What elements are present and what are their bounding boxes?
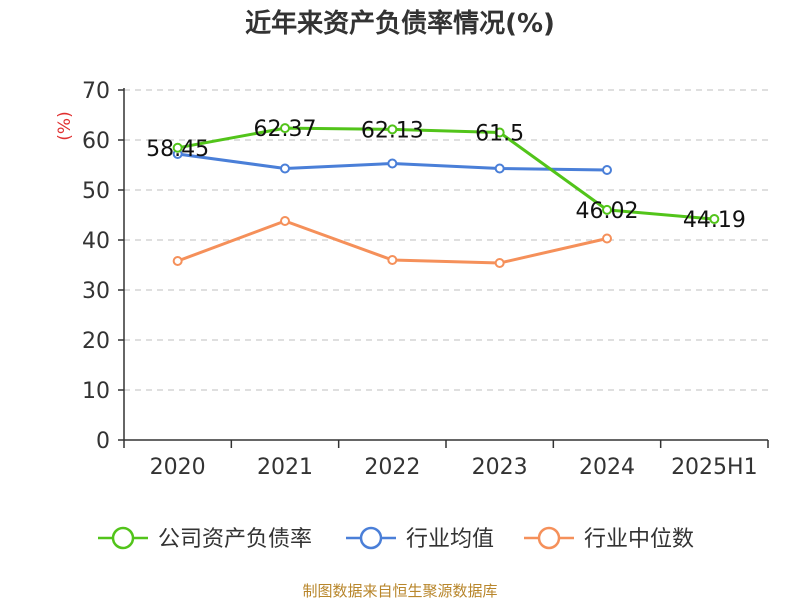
y-tick-label: 30 [82, 279, 110, 304]
data-point [387, 255, 398, 265]
y-tick-label: 50 [82, 179, 110, 204]
data-point [709, 214, 720, 225]
x-tick-label: 2024 [579, 455, 635, 480]
data-point [602, 233, 612, 244]
series-line [177, 126, 715, 221]
x-tick-label: 2022 [364, 455, 420, 480]
data-point [280, 216, 290, 226]
data-labels: 58.45 62.37 62.13 61.5 46.02 44.19 [146, 117, 746, 233]
legend-item[interactable]: 行业中位数 [524, 526, 694, 552]
series [172, 123, 720, 268]
y-axis-label: (%) [55, 111, 75, 140]
y-tick-label: 60 [82, 129, 110, 154]
legend-swatch-marker [111, 526, 135, 550]
legend-swatch-marker [537, 526, 561, 550]
y-tick-label: 40 [82, 229, 110, 254]
data-point [494, 127, 505, 138]
x-tick-label: 2021 [257, 455, 313, 480]
x-tick-label: 2023 [472, 455, 528, 480]
legend-label: 行业均值 [406, 527, 494, 552]
data-point [494, 258, 505, 268]
legend: 公司资产负债率 行业均值 行业中位数 [98, 526, 694, 552]
data-point [387, 124, 398, 135]
data-point [280, 123, 290, 134]
y-tick-label: 70 [82, 79, 110, 104]
data-label: 62.13 [361, 118, 424, 143]
data-label: 44.19 [683, 208, 746, 233]
data-point [387, 158, 398, 169]
grid [124, 89, 768, 391]
legend-label: 公司资产负债率 [158, 527, 312, 552]
data-point [172, 256, 183, 266]
data-point [602, 165, 612, 175]
data-point [172, 142, 183, 153]
data-label: 58.45 [146, 137, 209, 162]
legend-swatch-marker [359, 526, 383, 550]
chart-title: 近年来资产负债率情况(%) [245, 8, 555, 39]
data-point [602, 204, 612, 215]
data-point [494, 163, 505, 174]
legend-item[interactable]: 行业均值 [346, 526, 494, 552]
source-note: 制图数据来自恒生聚源数据库 [302, 582, 497, 600]
legend-label: 行业中位数 [584, 527, 694, 552]
y-tick-label: 0 [96, 429, 110, 454]
data-label: 62.37 [254, 117, 317, 142]
legend-item[interactable]: 公司资产负债率 [98, 526, 312, 552]
y-tick-label: 10 [82, 379, 110, 404]
x-tick-label: 2025H1 [671, 455, 758, 480]
data-label: 46.02 [576, 199, 639, 224]
y-tick-label: 20 [82, 329, 110, 354]
data-point [280, 163, 290, 174]
axes: 0 10 20 30 40 50 60 70 2020 2021 2022 2023 2024 2025H… [82, 79, 769, 480]
data-label: 61.5 [475, 122, 524, 147]
x-tick-label: 2020 [150, 455, 206, 480]
